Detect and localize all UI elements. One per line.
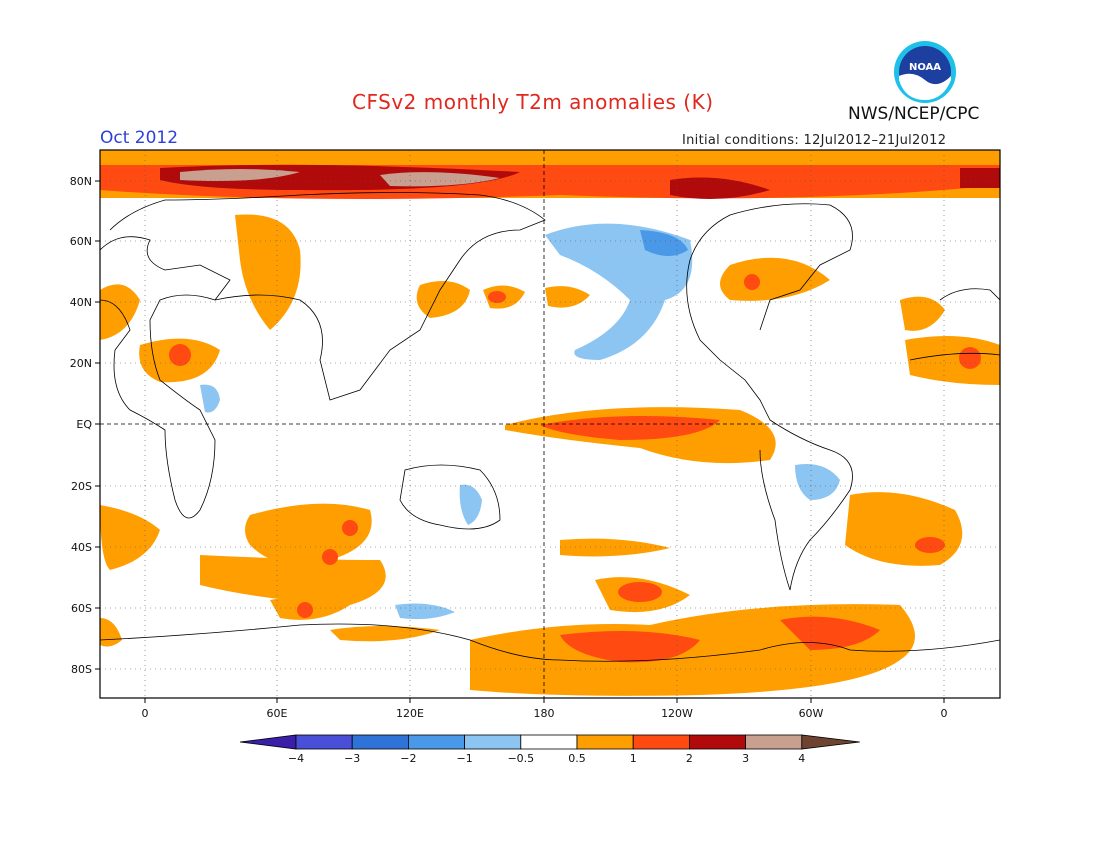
colorbar-swatch [801, 734, 860, 750]
colorbar-swatch [351, 734, 409, 750]
colorbar: −4 −3 −2 −1 −0.5 0.5 1 2 3 4 [239, 734, 860, 765]
agency-label: NWS/NCEP/CPC [848, 104, 980, 124]
lon-label: 120W [661, 707, 693, 720]
colorbar-swatch [689, 734, 747, 750]
lat-label: 20N [70, 357, 92, 370]
map-gridlines [100, 150, 1000, 698]
colorbar-swatch [520, 734, 578, 750]
colorbar-label: −0.5 [507, 752, 534, 765]
lat-label: EQ [76, 418, 92, 431]
noaa-logo-icon: NOAA [894, 41, 956, 103]
lat-label: 40S [71, 541, 92, 554]
colorbar-label: 4 [798, 752, 805, 765]
lat-axis: 80N 60N 40N 20N EQ 20S 40S 60S 80S [70, 175, 100, 676]
lon-label: 180 [534, 707, 555, 720]
lat-label: 60S [71, 602, 92, 615]
lon-label: 120E [396, 707, 424, 720]
lon-axis: 0 60E 120E 180 120W 60W 0 [142, 698, 948, 720]
colorbar-swatch [745, 734, 803, 750]
anomaly-shading [100, 150, 1000, 696]
colorbar-label: 0.5 [568, 752, 586, 765]
map-title: CFSv2 monthly T2m anomalies (K) [352, 90, 714, 114]
initial-conditions: Initial conditions: 12Jul2012–21Jul2012 [682, 133, 947, 148]
colorbar-label: 1 [630, 752, 637, 765]
colorbar-label: 2 [686, 752, 693, 765]
lat-label: 60N [70, 235, 92, 248]
lon-label: 0 [941, 707, 948, 720]
forecast-month: Oct 2012 [100, 128, 179, 148]
colorbar-label: −3 [344, 752, 360, 765]
colorbar-label: −4 [288, 752, 304, 765]
colorbar-swatch [407, 734, 465, 750]
colorbar-swatch [576, 734, 634, 750]
lon-label: 60W [799, 707, 824, 720]
lon-label: 60E [267, 707, 288, 720]
colorbar-label: −2 [400, 752, 416, 765]
svg-text:NOAA: NOAA [909, 62, 941, 73]
coastlines [100, 192, 1000, 662]
lat-label: 80S [71, 663, 92, 676]
lat-label: 20S [71, 480, 92, 493]
lat-label: 40N [70, 296, 92, 309]
colorbar-swatch [239, 734, 297, 750]
colorbar-label: 3 [742, 752, 749, 765]
lon-label: 0 [142, 707, 149, 720]
lat-label: 80N [70, 175, 92, 188]
colorbar-label: −1 [456, 752, 472, 765]
colorbar-swatch [295, 734, 353, 750]
colorbar-swatch [464, 734, 522, 750]
colorbar-swatch [632, 734, 690, 750]
